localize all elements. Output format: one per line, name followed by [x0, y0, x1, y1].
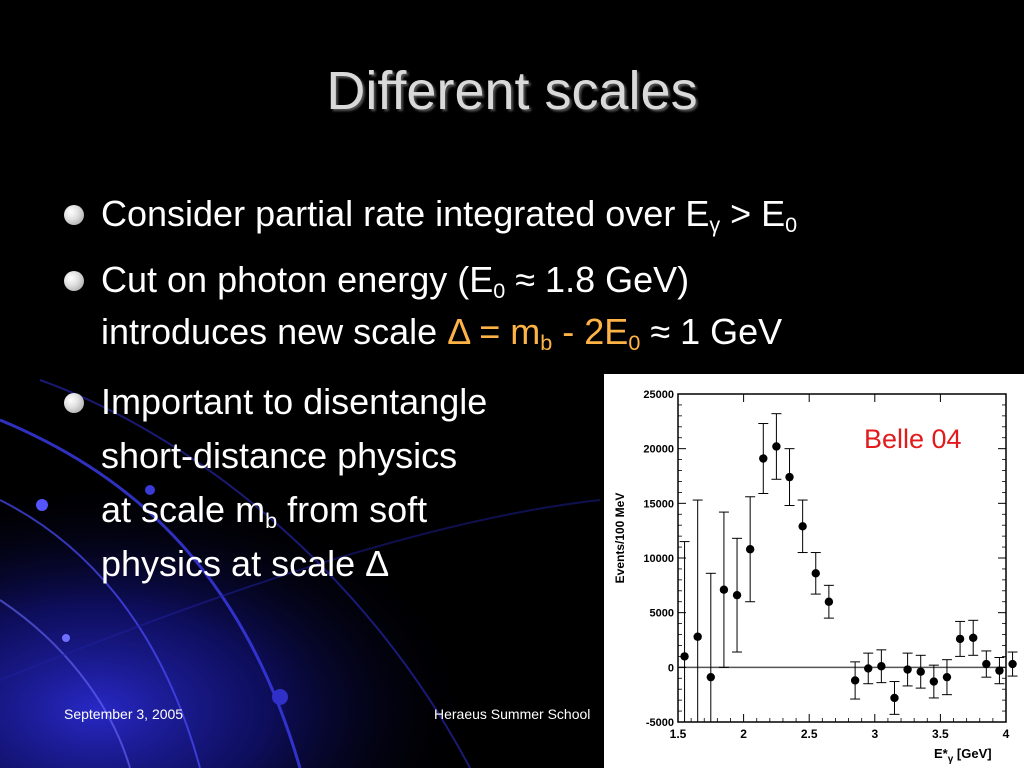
bullet-3-line-4: physics at scale Δ: [101, 543, 390, 584]
data-point: [811, 569, 820, 578]
data-point: [916, 667, 925, 676]
bullet-dot-icon: [64, 393, 84, 413]
slide-title: Different scales: [326, 61, 698, 121]
x-tick-label: 3.5: [932, 727, 949, 741]
data-point: [693, 632, 702, 641]
data-point: [798, 522, 807, 531]
data-point: [982, 659, 991, 669]
y-axis-label: Events/100 MeV: [613, 493, 627, 584]
bullet-dot-icon: [64, 271, 84, 291]
y-tick-label: 0: [668, 662, 674, 674]
data-point: [1008, 659, 1017, 669]
data-point: [824, 597, 834, 606]
data-point: [732, 590, 742, 600]
y-tick-label: 20000: [643, 444, 674, 456]
bullet-2-line-1: Cut on photon energy (E0 ≈ 1.8 GeV): [101, 259, 690, 303]
bullet-1-text: Consider partial rate integrated over Eγ…: [101, 193, 798, 237]
x-tick-label: 2.5: [801, 727, 818, 741]
footer-event: Heraeus Summer School: [434, 706, 591, 722]
y-tick-label: 15000: [643, 498, 674, 510]
footer-date: September 3, 2005: [64, 706, 184, 722]
y-tick-label: 5000: [650, 608, 674, 620]
x-tick-label: 3: [871, 727, 878, 741]
data-point: [890, 693, 899, 703]
data-point: [706, 672, 715, 682]
bullet-dot-icon: [64, 205, 84, 225]
data-point: [903, 665, 912, 674]
data-point: [680, 652, 689, 661]
data-point: [759, 454, 768, 463]
data-point: [969, 633, 978, 643]
bullet-3-line-2: short-distance physics: [101, 435, 458, 476]
data-point: [719, 585, 729, 594]
data-point: [864, 664, 873, 673]
bullet-3-line-3: at scale mb from soft: [101, 489, 428, 533]
data-point: [942, 672, 952, 682]
x-tick-label: 1.5: [670, 727, 687, 741]
data-point: [877, 662, 886, 671]
x-axis-label: E*γ [GeV]: [934, 746, 992, 765]
data-point: [772, 442, 781, 451]
chart-panel: 25000 20000 15000 10000 5000 0 -5000 1.5 2 2.5 3 3.…: [604, 374, 1024, 768]
data-point: [955, 634, 965, 644]
data-point: [995, 666, 1004, 675]
y-tick-label: -5000: [646, 717, 674, 729]
bullet-2-line-2: introduces new scale Δ = mb - 2E0 ≈ 1 Ge…: [101, 311, 783, 355]
data-point: [929, 677, 939, 686]
x-tick-label: 4: [1003, 727, 1010, 741]
data-point: [785, 472, 794, 482]
bullet-3-line-1: Important to disentangle: [101, 381, 488, 422]
y-tick-label: 25000: [643, 389, 674, 401]
y-tick-label: 10000: [643, 553, 674, 565]
data-point: [850, 676, 860, 685]
x-tick-label: 2: [740, 727, 747, 741]
chart-annotation: Belle 04: [864, 424, 962, 454]
data-point: [745, 545, 755, 554]
